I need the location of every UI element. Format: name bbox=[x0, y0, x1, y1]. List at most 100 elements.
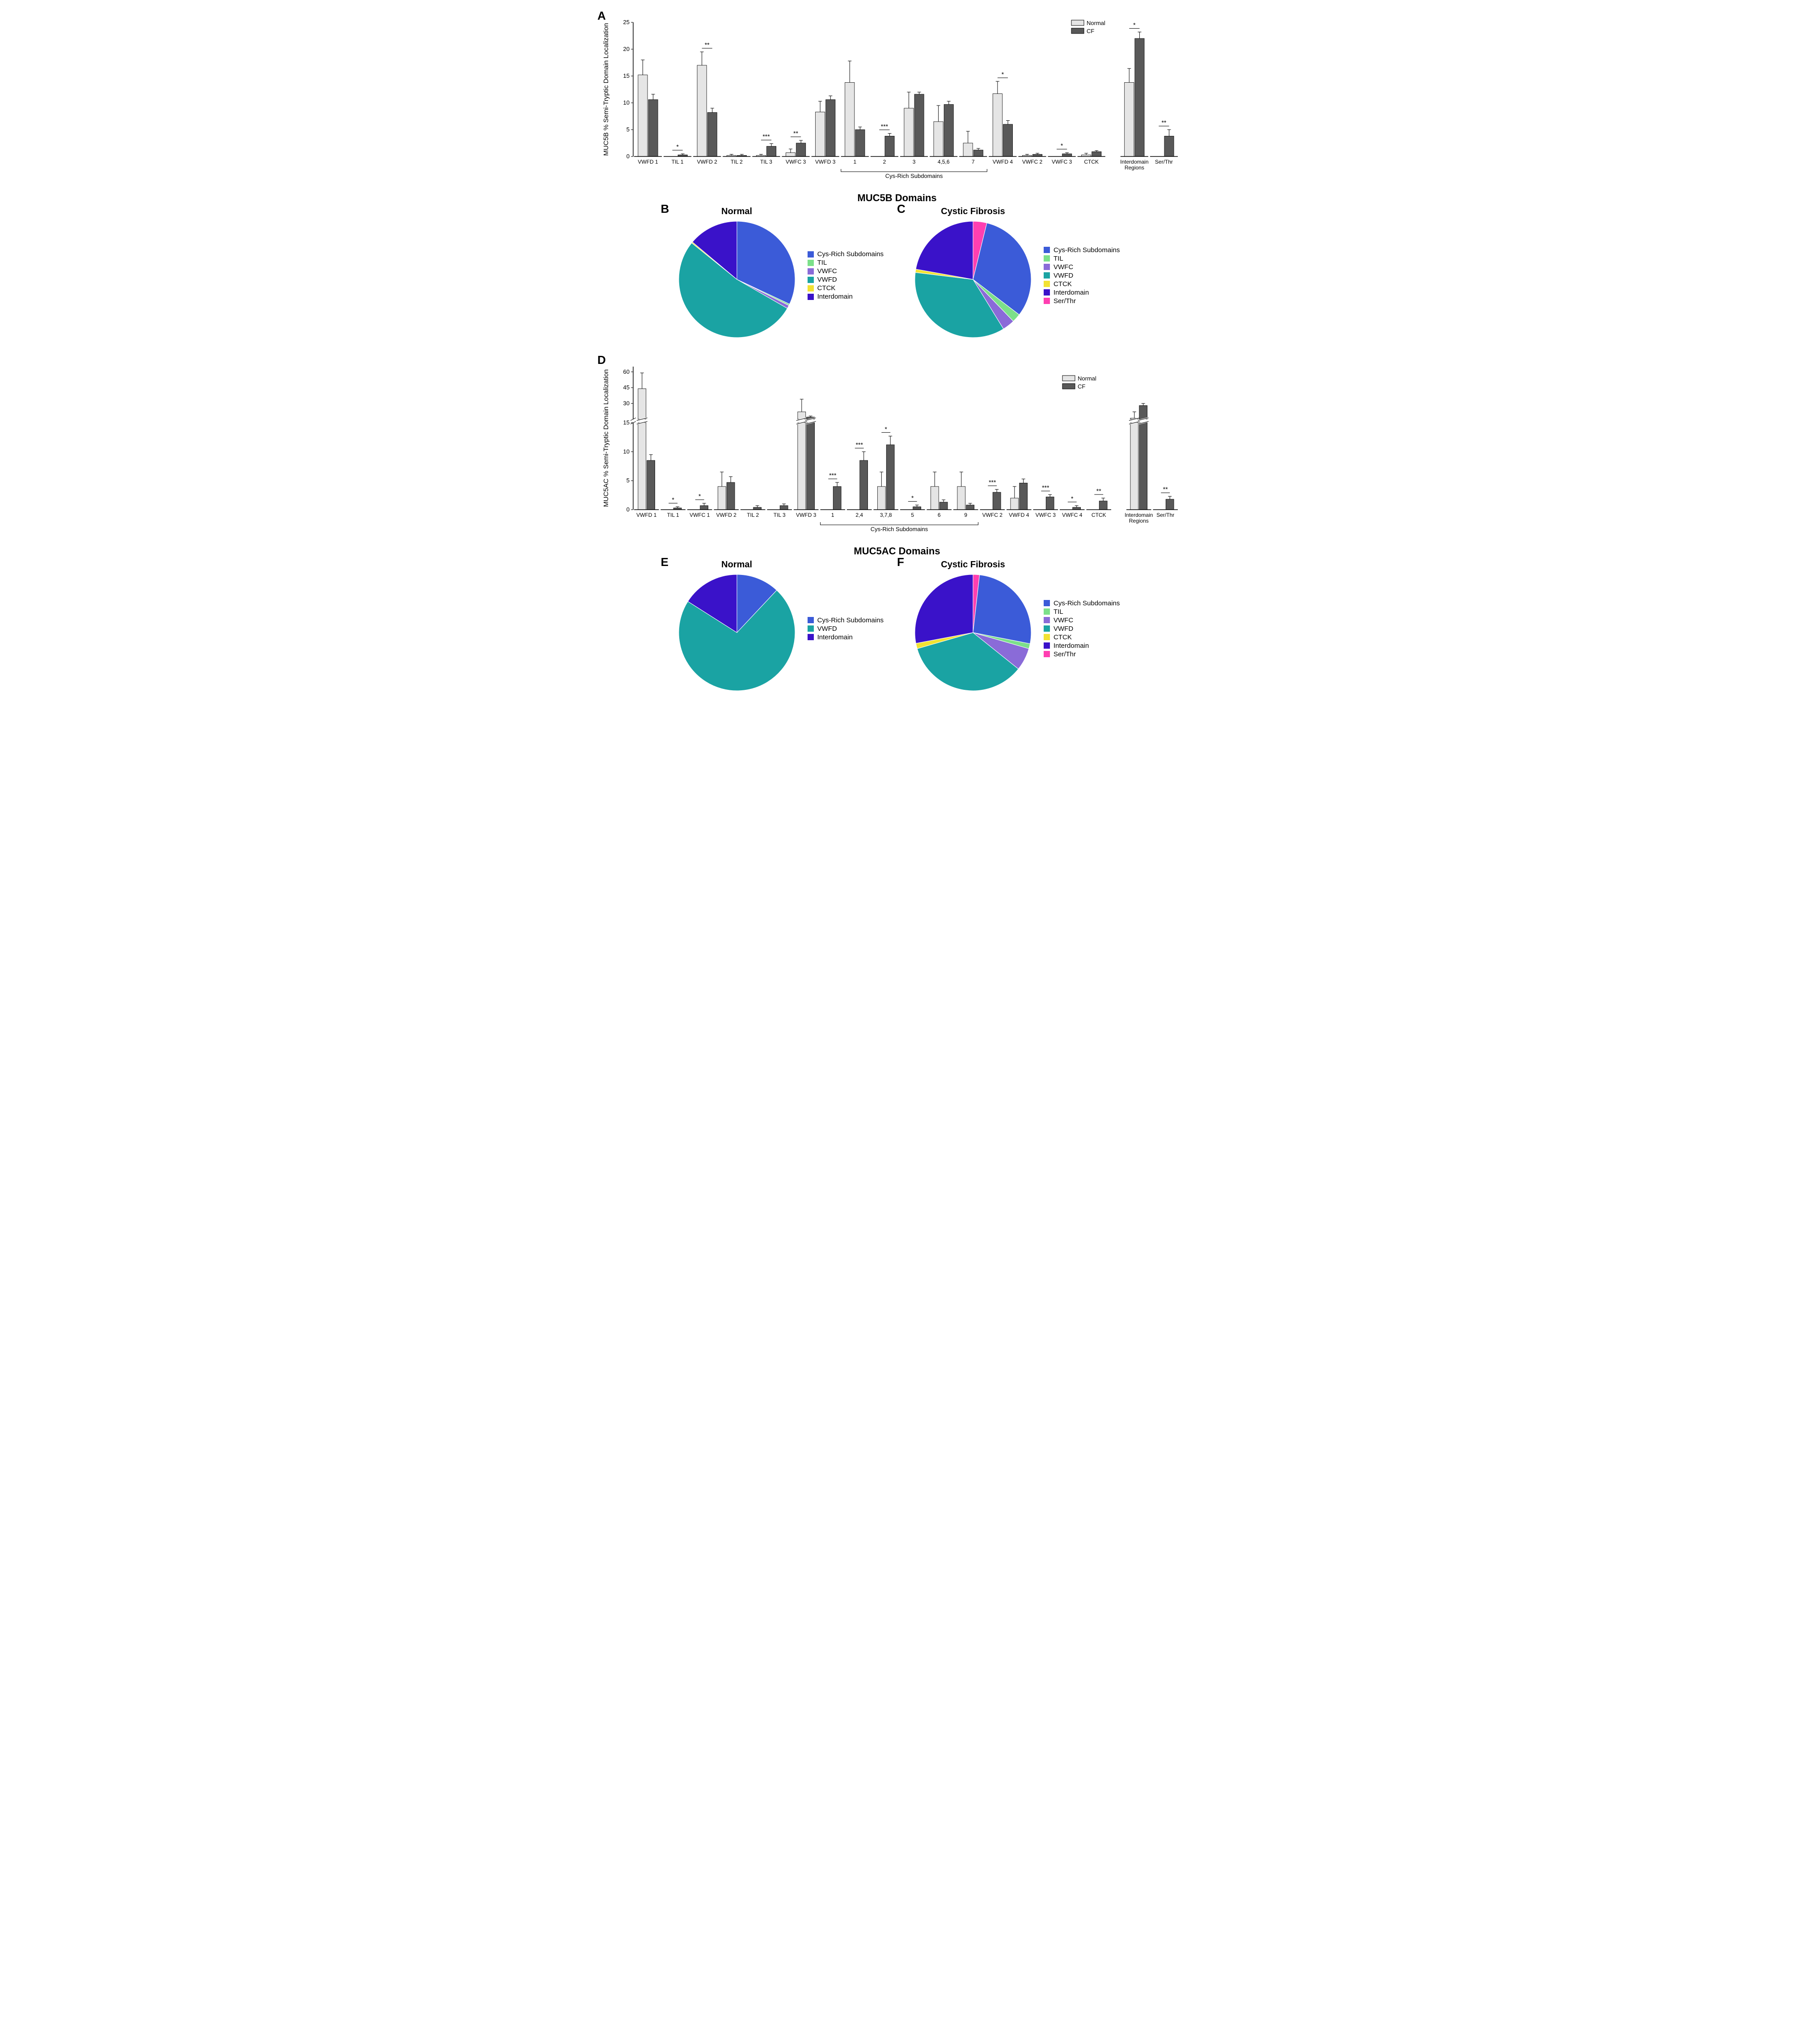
svg-text:0: 0 bbox=[626, 153, 630, 160]
svg-text:Regions: Regions bbox=[1129, 518, 1149, 524]
legend-swatch bbox=[1044, 272, 1050, 279]
svg-text:2: 2 bbox=[883, 159, 886, 165]
svg-text:*: * bbox=[698, 493, 701, 500]
panel-d-svg: 051015304560MUC5AC % Semi-Tryptic Domain… bbox=[597, 353, 1188, 541]
svg-text:Normal: Normal bbox=[1078, 375, 1096, 382]
svg-text:Regions: Regions bbox=[1125, 165, 1144, 171]
legend-label: Interdomain bbox=[1054, 642, 1089, 650]
panel-f-pie bbox=[910, 570, 1036, 695]
svg-text:VWFD 2: VWFD 2 bbox=[716, 512, 737, 518]
legend-item: VWFD bbox=[808, 276, 884, 283]
panel-d-label: D bbox=[597, 353, 606, 367]
legend-label: Cys-Rich Subdomains bbox=[817, 617, 884, 624]
legend-label: VWFD bbox=[817, 276, 837, 283]
legend-swatch bbox=[1044, 608, 1050, 615]
svg-text:*: * bbox=[885, 425, 888, 432]
legend-swatch bbox=[808, 634, 814, 640]
panel-c-label: C bbox=[897, 202, 905, 216]
svg-text:**: ** bbox=[1163, 486, 1168, 493]
legend-item: CTCK bbox=[1044, 280, 1120, 288]
legend-item: Cys-Rich Subdomains bbox=[808, 617, 884, 624]
svg-text:Interdomain: Interdomain bbox=[1125, 512, 1153, 518]
legend-item: Cys-Rich Subdomains bbox=[1044, 246, 1120, 254]
svg-text:CF: CF bbox=[1087, 28, 1094, 34]
svg-text:Normal: Normal bbox=[1087, 20, 1105, 26]
svg-text:60: 60 bbox=[623, 368, 630, 375]
svg-text:TIL 3: TIL 3 bbox=[774, 512, 786, 518]
figure-root: A 0510152025MUC5B % Semi-Tryptic Domain … bbox=[597, 9, 1197, 697]
svg-text:*: * bbox=[672, 496, 675, 503]
svg-text:**: ** bbox=[705, 41, 710, 48]
svg-text:VWFC 2: VWFC 2 bbox=[982, 512, 1003, 518]
svg-text:10: 10 bbox=[623, 448, 630, 455]
panel-a-svg: 0510152025MUC5B % Semi-Tryptic Domain Lo… bbox=[597, 9, 1188, 188]
svg-text:TIL 1: TIL 1 bbox=[672, 159, 684, 165]
panel-e: E Normal Cys-Rich SubdomainsVWFDInterdom… bbox=[674, 560, 884, 697]
svg-text:*: * bbox=[1061, 142, 1063, 149]
svg-text:TIL 2: TIL 2 bbox=[731, 159, 743, 165]
panel-b-pie bbox=[674, 217, 800, 342]
svg-text:CTCK: CTCK bbox=[1084, 159, 1099, 165]
svg-text:TIL 2: TIL 2 bbox=[747, 512, 759, 518]
legend-label: VWFC bbox=[1054, 617, 1073, 624]
legend-item: Ser/Thr bbox=[1044, 650, 1120, 658]
svg-text:VWFD 3: VWFD 3 bbox=[796, 512, 817, 518]
panel-b-legend: Cys-Rich SubdomainsTILVWFCVWFDCTCKInterd… bbox=[808, 249, 884, 301]
legend-swatch bbox=[1044, 617, 1050, 623]
svg-text:***: *** bbox=[989, 479, 996, 486]
legend-label: Ser/Thr bbox=[1054, 650, 1076, 658]
legend-label: VWFD bbox=[1054, 625, 1073, 633]
legend-item: Interdomain bbox=[1044, 289, 1120, 296]
legend-label: VWFD bbox=[817, 625, 837, 633]
panel-c-pie bbox=[910, 217, 1036, 342]
svg-text:VWFC 2: VWFC 2 bbox=[1022, 159, 1043, 165]
panel-c: C Cystic Fibrosis Cys-Rich SubdomainsTIL… bbox=[910, 207, 1120, 344]
svg-text:**: ** bbox=[793, 130, 798, 137]
svg-text:VWFD 3: VWFD 3 bbox=[815, 159, 836, 165]
legend-item: VWFC bbox=[808, 267, 884, 275]
svg-text:***: *** bbox=[881, 122, 889, 130]
legend-label: Interdomain bbox=[1054, 289, 1089, 296]
panel-f: F Cystic Fibrosis Cys-Rich SubdomainsTIL… bbox=[910, 560, 1120, 697]
svg-text:3: 3 bbox=[913, 159, 916, 165]
legend-item: Ser/Thr bbox=[1044, 297, 1120, 305]
svg-text:VWFD 1: VWFD 1 bbox=[636, 512, 657, 518]
svg-text:VWFC 1: VWFC 1 bbox=[690, 512, 710, 518]
svg-text:VWFD 1: VWFD 1 bbox=[638, 159, 658, 165]
svg-text:VWFD 4: VWFD 4 bbox=[993, 159, 1013, 165]
svg-text:**: ** bbox=[1161, 119, 1166, 126]
legend-item: Interdomain bbox=[808, 293, 884, 300]
legend-item: VWFD bbox=[1044, 272, 1120, 279]
svg-text:15: 15 bbox=[623, 419, 630, 426]
legend-label: Ser/Thr bbox=[1054, 297, 1076, 305]
svg-text:Ser/Thr: Ser/Thr bbox=[1155, 159, 1173, 165]
panel-f-label: F bbox=[897, 555, 904, 569]
svg-text:VWFD 2: VWFD 2 bbox=[697, 159, 718, 165]
svg-text:VWFC 3: VWFC 3 bbox=[786, 159, 806, 165]
svg-text:***: *** bbox=[1042, 484, 1049, 491]
panel-a: A 0510152025MUC5B % Semi-Tryptic Domain … bbox=[597, 9, 1197, 188]
legend-swatch bbox=[1044, 600, 1050, 606]
svg-text:Cys-Rich Subdomains: Cys-Rich Subdomains bbox=[871, 526, 928, 532]
svg-text:***: *** bbox=[829, 472, 837, 479]
legend-item: CTCK bbox=[1044, 633, 1120, 641]
svg-text:*: * bbox=[1002, 71, 1004, 78]
legend-item: Interdomain bbox=[1044, 642, 1120, 650]
panel-b-title: Normal bbox=[674, 207, 800, 217]
legend-item: VWFC bbox=[1044, 263, 1120, 271]
legend-swatch bbox=[808, 294, 814, 300]
legend-label: Cys-Rich Subdomains bbox=[1054, 600, 1120, 607]
svg-text:2,4: 2,4 bbox=[855, 512, 863, 518]
legend-label: TIL bbox=[1054, 608, 1063, 616]
legend-swatch bbox=[1044, 651, 1050, 657]
svg-text:CF: CF bbox=[1078, 383, 1085, 390]
svg-text:***: *** bbox=[856, 441, 863, 448]
panel-ef-row: E Normal Cys-Rich SubdomainsVWFDInterdom… bbox=[597, 560, 1197, 697]
legend-item: VWFD bbox=[808, 625, 884, 633]
legend-label: CTCK bbox=[1054, 280, 1072, 288]
svg-text:4,5,6: 4,5,6 bbox=[938, 159, 950, 165]
panel-e-title: Normal bbox=[674, 560, 800, 570]
panel-d: D 051015304560MUC5AC % Semi-Tryptic Doma… bbox=[597, 353, 1197, 541]
svg-text:Ser/Thr: Ser/Thr bbox=[1156, 512, 1174, 518]
legend-swatch bbox=[1044, 642, 1050, 649]
